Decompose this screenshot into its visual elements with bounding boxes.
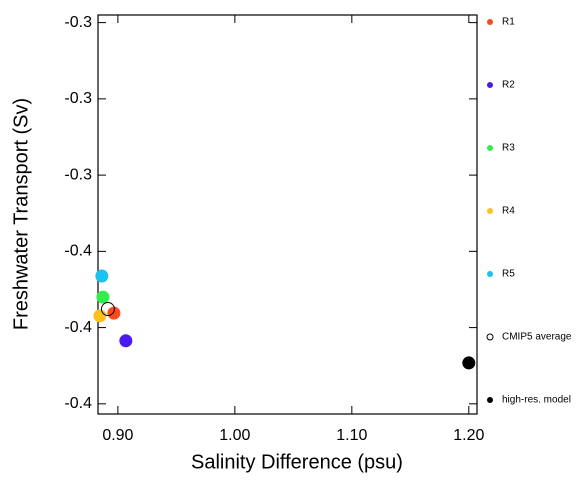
- legend-marker: [486, 333, 494, 341]
- legend-marker: [487, 82, 493, 88]
- legend-marker: [487, 271, 493, 277]
- legend-label: R3: [502, 143, 515, 154]
- y-tick-label: -0.3: [64, 14, 92, 31]
- legend-marker: [487, 208, 493, 214]
- legend-marker: [487, 19, 493, 25]
- legend-label: high-res. model: [502, 395, 571, 406]
- x-tick-label: 1.10: [336, 427, 367, 444]
- point: [119, 334, 133, 348]
- point: [107, 306, 121, 320]
- x-tick-label: 1.20: [453, 427, 484, 444]
- x-tick-label: 0.90: [102, 427, 133, 444]
- y-tick-label: -0.3: [64, 90, 92, 107]
- x-axis-label: Salinity Difference (psu): [191, 451, 403, 473]
- x-tick-label: 1.00: [219, 427, 250, 444]
- legend-label: CMIP5 average: [502, 332, 572, 343]
- legend-marker: [487, 145, 493, 151]
- legend-label: R5: [502, 269, 515, 280]
- point: [95, 269, 109, 283]
- legend-marker: [487, 397, 493, 403]
- point: [93, 309, 107, 323]
- plot-frame: [97, 14, 478, 415]
- legend-label: R1: [502, 17, 515, 28]
- point: [96, 290, 110, 304]
- y-tick-label: -0.4: [64, 243, 92, 260]
- legend-label: R2: [502, 80, 515, 91]
- legend-label: R4: [502, 206, 515, 217]
- point: [462, 356, 476, 370]
- point: [100, 302, 115, 317]
- y-tick-label: -0.4: [64, 319, 92, 336]
- y-tick-label: -0.4: [64, 395, 92, 412]
- y-tick-label: -0.3: [64, 166, 92, 183]
- y-axis-label: Freshwater Transport (Sv): [10, 98, 32, 330]
